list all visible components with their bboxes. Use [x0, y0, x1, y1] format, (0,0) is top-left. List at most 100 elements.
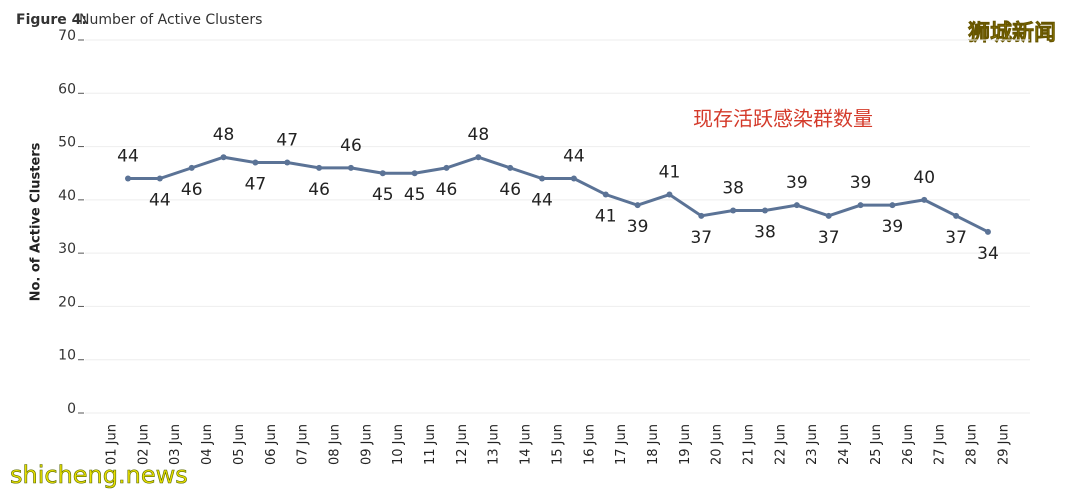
x-tick-label: 25 Jun: [869, 424, 884, 465]
data-label: 44: [117, 147, 139, 167]
data-label: 46: [436, 180, 458, 200]
point: [316, 164, 323, 171]
point: [411, 170, 418, 177]
point: [570, 175, 577, 182]
point: [252, 159, 259, 166]
point: [698, 212, 705, 219]
point: [921, 196, 928, 203]
data-label: 47: [245, 175, 267, 195]
chart-title: Number of Active Clusters: [79, 12, 262, 28]
y-tick-label: 50: [58, 135, 76, 151]
title-prefix: Figure 4:: [16, 12, 87, 28]
point: [793, 202, 800, 209]
data-label: 39: [627, 217, 649, 237]
x-tick-label: 16 Jun: [582, 424, 597, 465]
data-label: 45: [404, 185, 426, 205]
x-tick-label: 05 Jun: [232, 424, 247, 465]
data-label: 41: [595, 207, 617, 227]
x-tick-label: 20 Jun: [710, 424, 725, 465]
x-tick-label: 22 Jun: [773, 424, 788, 465]
y-tick-label: 40: [58, 188, 76, 204]
point: [984, 228, 991, 235]
data-label: 44: [149, 191, 171, 211]
x-tick-label: 01 Jun: [105, 424, 120, 465]
data-label: 45: [372, 185, 394, 205]
x-tick-label: 19 Jun: [678, 424, 693, 465]
y-tick-label: 60: [58, 81, 76, 97]
y-axis-label: No. of Active Clusters: [29, 142, 44, 301]
watermark: shicheng.news: [10, 461, 188, 489]
x-tick-label: 02 Jun: [136, 424, 151, 465]
y-tick-label: 10: [58, 348, 76, 364]
data-label: 44: [531, 191, 553, 211]
data-label: 48: [468, 125, 490, 145]
x-tick-label: 03 Jun: [168, 424, 183, 465]
x-tick-label: 08 Jun: [327, 424, 342, 465]
data-label: 39: [882, 217, 904, 237]
x-tick-label: 07 Jun: [296, 424, 311, 465]
point: [857, 202, 864, 209]
point: [634, 202, 641, 209]
x-tick-label: 12 Jun: [455, 424, 470, 465]
data-label: 38: [754, 223, 776, 243]
x-tick-label: 15 Jun: [550, 424, 565, 465]
point: [284, 159, 291, 166]
data-label: 46: [499, 180, 521, 200]
point: [539, 175, 546, 182]
x-tick-label: 11 Jun: [423, 424, 438, 465]
y-tick-label: 0: [67, 401, 76, 417]
x-tick-label: 13 Jun: [487, 424, 502, 465]
point: [156, 175, 163, 182]
data-label: 44: [563, 147, 585, 167]
x-tick-label: 21 Jun: [742, 424, 757, 465]
point: [220, 154, 227, 161]
data-label: 34: [977, 244, 999, 264]
x-tick-label: 28 Jun: [964, 424, 979, 465]
line: [128, 155, 989, 234]
x-tick-label: 24 Jun: [837, 424, 852, 465]
x-tick-label: 09 Jun: [359, 424, 374, 465]
point: [730, 207, 737, 214]
point: [475, 154, 482, 161]
data-label: 37: [690, 228, 712, 248]
data-label: 40: [913, 168, 935, 188]
point: [762, 207, 768, 214]
point: [188, 164, 195, 171]
y-tick-label: 20: [58, 294, 76, 310]
x-tick-label: 14 Jun: [519, 424, 534, 465]
data-label: 37: [818, 228, 840, 248]
point: [125, 175, 131, 182]
y-tick-label: 70: [58, 28, 76, 44]
x-tick-label: 10 Jun: [391, 424, 406, 465]
point: [889, 202, 896, 209]
data-label: 38: [722, 179, 744, 199]
data-label: 41: [659, 163, 681, 183]
point: [825, 212, 832, 219]
point: [666, 191, 673, 198]
data-label: 39: [786, 173, 808, 193]
annotation: 现存活跃感染群数量: [693, 107, 873, 131]
point: [379, 170, 386, 177]
point: [347, 164, 354, 171]
data-label: 46: [308, 180, 330, 200]
x-tick-label: 23 Jun: [805, 424, 820, 465]
x-tick-label: 26 Jun: [901, 424, 916, 465]
point: [507, 164, 514, 171]
x-tick-label: 17 Jun: [614, 424, 629, 465]
point: [953, 212, 960, 219]
data-label: 46: [181, 180, 203, 200]
x-tick-label: 27 Jun: [933, 424, 948, 465]
watermark: 狮城新闻: [968, 20, 1056, 46]
x-tick-label: 29 Jun: [996, 424, 1011, 465]
point: [602, 191, 609, 198]
data-label: 39: [850, 173, 872, 193]
data-label: 37: [945, 228, 967, 248]
x-tick-label: 04 Jun: [200, 424, 215, 465]
y-tick-label: 30: [58, 241, 76, 257]
x-tick-label: 06 Jun: [264, 424, 279, 465]
data-label: 46: [340, 136, 362, 156]
data-label: 47: [276, 131, 298, 151]
data-label: 48: [213, 125, 235, 145]
point: [443, 164, 450, 171]
